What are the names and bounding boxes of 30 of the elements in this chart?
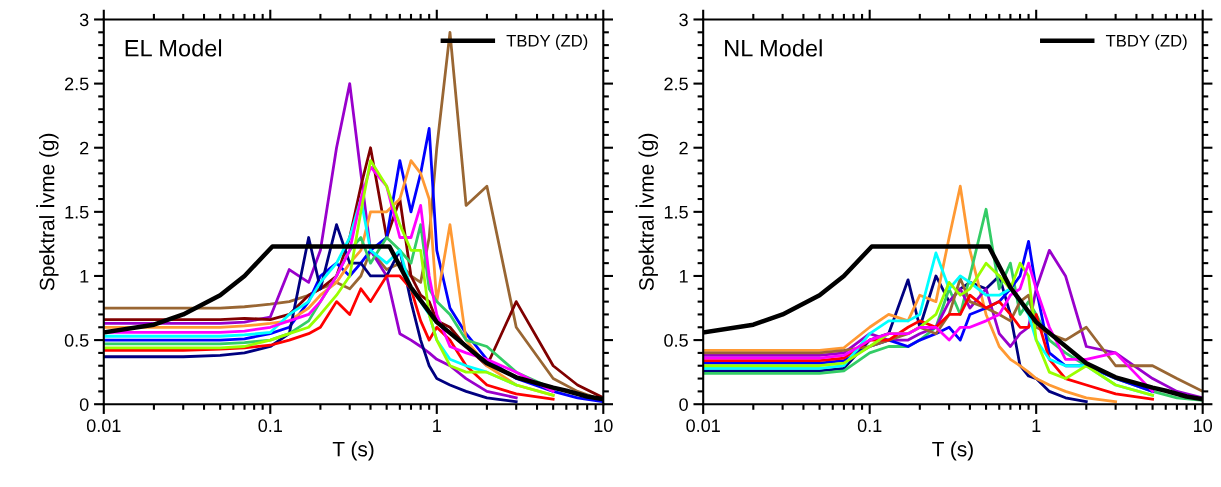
x-axis-title: T (s) — [932, 441, 973, 461]
x-tick-label: 10 — [594, 419, 613, 433]
y-tick-label: 3 — [79, 13, 89, 27]
legend-label: TBDY (ZD) — [1105, 34, 1187, 51]
legend-label: TBDY (ZD) — [506, 34, 588, 51]
y-tick-label: 2.5 — [65, 77, 89, 91]
y-tick-label: 3 — [679, 13, 688, 27]
x-axis-title: T (s) — [332, 441, 374, 461]
y-tick-label: 1 — [80, 270, 89, 283]
x-tick-label: 0.01 — [686, 419, 720, 433]
x-tick-label: 1 — [1032, 419, 1041, 432]
x-tick-label: 10 — [1194, 419, 1213, 433]
y-tick-label: 2.5 — [664, 77, 688, 91]
y-tick-label: 0.5 — [64, 334, 89, 347]
x-tick-label: 1 — [433, 419, 441, 432]
y-tick-label: 1.5 — [664, 205, 688, 219]
x-tick-label: 0.1 — [857, 419, 882, 433]
y-tick-label: 0 — [679, 398, 688, 411]
x-tick-label: 0.1 — [258, 419, 282, 433]
y-tick-label: 1.5 — [65, 205, 89, 219]
y-axis-title: Spektral İvme (g) — [36, 133, 59, 291]
y-tick-label: 0.5 — [664, 334, 688, 347]
y-axis-title: Spektral İvme (g) — [635, 133, 658, 291]
x-tick-label: 0.01 — [86, 419, 121, 433]
y-tick-label: 0 — [79, 398, 89, 411]
y-tick-label: 2 — [679, 141, 688, 155]
y-tick-label: 1 — [679, 270, 688, 283]
y-tick-label: 2 — [80, 141, 89, 155]
text: EL Model — [125, 39, 222, 57]
text: NL Model — [725, 39, 822, 57]
